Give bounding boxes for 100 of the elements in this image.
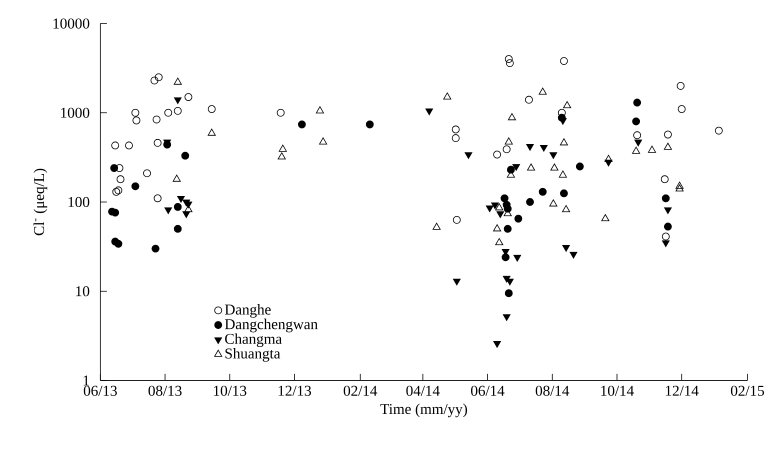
point <box>604 154 613 162</box>
point <box>366 120 374 128</box>
point <box>662 240 670 248</box>
point <box>496 211 504 218</box>
point <box>174 106 182 115</box>
point <box>452 216 461 224</box>
point <box>662 194 670 202</box>
point <box>174 97 182 104</box>
point <box>319 137 328 144</box>
x-tick-label: 10/14 <box>601 386 634 396</box>
y-axis-title: Cl$^{-}$ (μeq/L) <box>34 168 48 236</box>
point <box>143 169 151 178</box>
point <box>525 96 533 104</box>
y-tick-label: 10000 <box>54 18 90 29</box>
point <box>125 142 133 150</box>
x-tick-label: 04/14 <box>406 386 440 396</box>
point <box>208 128 216 136</box>
point <box>493 150 502 158</box>
point <box>152 116 160 124</box>
x-tick-label: 12/13 <box>278 386 312 396</box>
point <box>634 140 642 146</box>
point <box>601 214 610 222</box>
point <box>164 108 172 117</box>
point <box>504 289 513 298</box>
legend-label: Shuangta <box>225 348 280 362</box>
legend-label: Dangchengwan <box>224 318 318 332</box>
point <box>570 252 578 259</box>
point <box>678 105 686 113</box>
point <box>512 164 520 171</box>
point <box>486 205 494 212</box>
point <box>664 142 672 150</box>
point <box>452 134 460 142</box>
point <box>152 244 160 253</box>
point <box>676 182 684 189</box>
x-tick-label: 06/14 <box>471 386 504 396</box>
point <box>632 117 640 126</box>
point <box>493 224 502 232</box>
x-tick-label: 06/13 <box>84 386 117 396</box>
point <box>504 55 513 63</box>
point <box>502 145 511 154</box>
point <box>550 163 558 171</box>
y-tick-label: 100 <box>68 196 90 208</box>
y-tick-label: 1 <box>84 375 89 386</box>
point <box>184 93 192 101</box>
point <box>540 144 548 152</box>
point <box>504 137 513 144</box>
point <box>114 240 122 248</box>
point <box>563 101 572 108</box>
point <box>172 174 181 182</box>
legend-label: Changma <box>225 333 282 347</box>
point <box>116 175 124 184</box>
point <box>495 238 504 246</box>
x-tick-label: 12/14 <box>666 386 699 396</box>
point <box>452 126 460 134</box>
point <box>664 222 672 230</box>
point <box>495 203 504 210</box>
point <box>633 98 642 106</box>
point <box>443 92 452 100</box>
point <box>676 184 684 192</box>
point <box>278 152 286 160</box>
point <box>660 175 669 184</box>
point <box>526 198 534 206</box>
point <box>154 138 162 147</box>
point <box>150 76 158 84</box>
legend-label: Danghe <box>224 304 271 318</box>
point <box>464 152 472 159</box>
point <box>648 146 656 153</box>
point <box>558 170 567 178</box>
point <box>174 203 182 211</box>
point <box>114 186 122 194</box>
point <box>633 131 642 140</box>
point <box>131 182 140 190</box>
point <box>154 73 163 82</box>
point <box>504 224 512 233</box>
point <box>181 152 190 160</box>
point <box>174 78 182 85</box>
point <box>508 113 516 120</box>
point <box>491 202 499 210</box>
point <box>208 105 216 113</box>
point <box>112 188 120 196</box>
y-tick-label: 1000 <box>61 108 90 118</box>
point <box>316 106 324 114</box>
x-tick-label: 08/14 <box>536 386 570 396</box>
point <box>549 199 558 206</box>
point <box>538 88 547 95</box>
x-tick-label: 10/13 <box>214 386 246 396</box>
point <box>632 146 640 154</box>
point <box>132 116 140 124</box>
x-tick-label: 02/14 <box>344 386 378 396</box>
x-tick-label: 08/13 <box>148 386 182 396</box>
point <box>502 253 510 262</box>
point <box>506 59 514 68</box>
point <box>452 278 461 286</box>
point <box>506 166 515 174</box>
point <box>110 164 118 172</box>
point <box>493 341 502 348</box>
point <box>527 163 536 171</box>
point <box>278 144 287 152</box>
point <box>513 254 522 262</box>
point <box>514 214 522 223</box>
